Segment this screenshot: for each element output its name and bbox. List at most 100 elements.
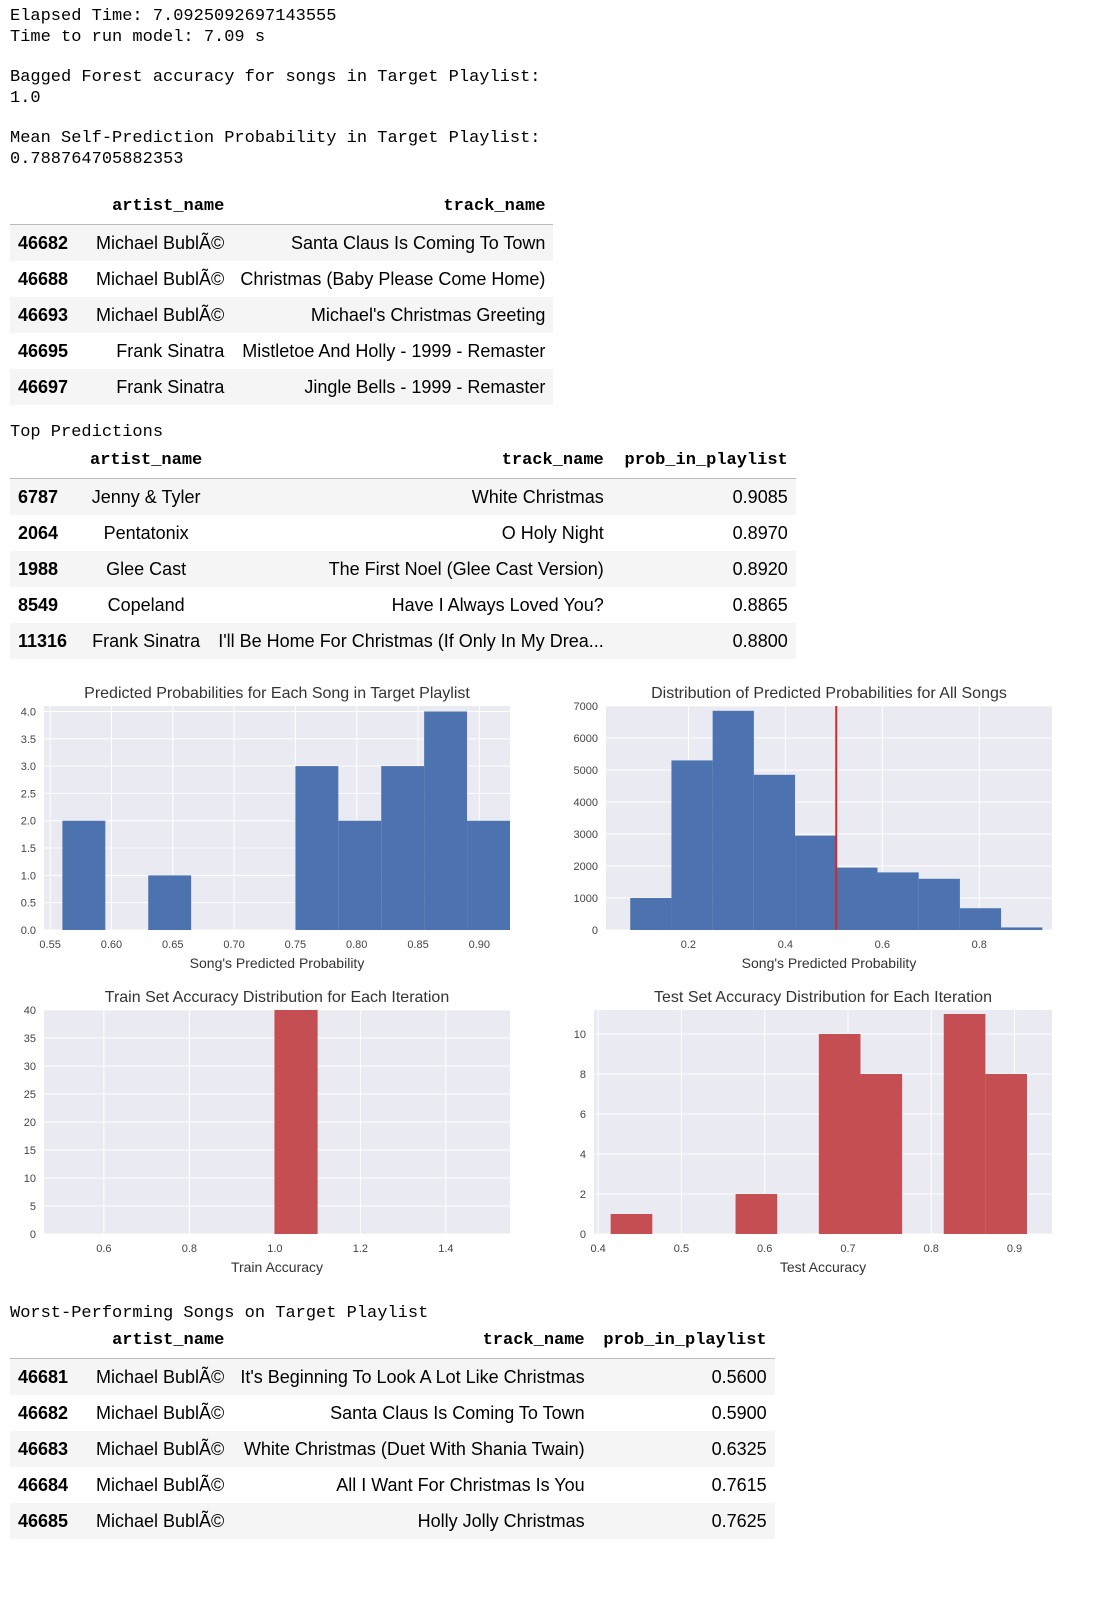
x-tick-label: 0.7 [840, 1243, 855, 1255]
artist-cell: Glee Cast [106, 558, 187, 579]
worst-songs-table: artist_name track_name prob_in_playlist … [10, 1322, 775, 1539]
elapsed-time-text: Elapsed Time: 7.0925092697143555 [10, 7, 337, 26]
x-tick-label: 0.5 [674, 1243, 689, 1255]
train-accuracy-histogram: 0 5 10 15 20 25 30 35 40 0.6 0.8 1.0 1.2 1.4 Train Set… [24, 989, 510, 1275]
y-tick-label: 3.0 [21, 761, 36, 773]
prob-cell: 0.8970 [732, 522, 788, 543]
x-tick-label: 0.90 [469, 939, 490, 951]
row-index: 8549 [18, 594, 59, 615]
chart-title: Test Set Accuracy Distribution for Each … [654, 989, 992, 1006]
artist-cell: Pentatonix [103, 522, 189, 543]
x-tick-label: 0.65 [162, 939, 183, 951]
x-tick-label: 1.4 [438, 1243, 453, 1255]
y-tick-label: 8 [580, 1069, 586, 1081]
y-tick-label: 10 [24, 1173, 36, 1185]
track-cell: Jingle Bells - 1999 - Remaster [304, 376, 546, 397]
track-cell: I'll Be Home For Christmas (If Only In M… [218, 630, 604, 651]
table-header-row: artist_name track_name prob_in_playlist [10, 1322, 775, 1359]
x-axis-label: Train Accuracy [231, 1259, 323, 1275]
x-tick-label: 0.8 [924, 1243, 939, 1255]
row-index: 6787 [18, 486, 59, 507]
histogram-bar [860, 1074, 903, 1234]
histogram-bar [1001, 927, 1043, 930]
y-tick-label: 6000 [574, 733, 598, 745]
bagged-accuracy-value: 1.0 [10, 89, 41, 108]
histogram-bar [735, 1194, 778, 1234]
row-index: 46681 [18, 1366, 69, 1387]
row-index: 46683 [18, 1438, 69, 1459]
histogram-bar [274, 1010, 318, 1234]
y-tick-label: 1.0 [21, 870, 36, 882]
y-tick-label: 1000 [574, 893, 598, 905]
artist-cell: Michael BublÃ© [96, 268, 225, 289]
artist-name-header: artist_name [88, 1322, 233, 1359]
histogram-bar [62, 820, 106, 930]
row-index: 46688 [18, 268, 69, 289]
y-tick-label: 0.5 [21, 898, 36, 910]
predicted-probabilities-target-histogram: 0.0 0.5 1.0 1.5 2.0 2.5 3.0 3.5 4.0 0.55 0.60 0.65 0… [21, 685, 510, 971]
table-row: 46682 Michael BublÃ© Santa Claus Is Coming… [10, 224, 554, 261]
x-tick-label: 0.8 [182, 1243, 197, 1255]
artist-name-header: artist_name [82, 442, 211, 479]
track-cell: Mistletoe And Holly - 1999 - Remaster [242, 340, 546, 361]
y-tick-label: 3.5 [21, 734, 36, 746]
prob-cell: 0.8865 [732, 594, 788, 615]
y-tick-label: 35 [24, 1033, 36, 1045]
histogram-bar [959, 908, 1002, 930]
mean-probability-label: Mean Self-Prediction Probability in Targ… [10, 129, 541, 148]
target-playlist-table: artist_name track_name 46682 Michael Bubl… [10, 188, 554, 405]
histogram-bar [818, 1034, 861, 1234]
track-cell: All I Want For Christmas Is You [336, 1474, 585, 1495]
table-row: 46682 Michael BublÃ© Santa Claus Is Coming… [10, 1395, 775, 1431]
artist-cell: Michael BublÃ© [96, 1366, 225, 1387]
y-tick-label: 40 [24, 1005, 36, 1017]
table-row: 46684 Michael BublÃ© All I Want For Christ… [10, 1467, 775, 1503]
top-predictions-heading: Top Predictions [10, 423, 164, 442]
y-tick-label: 4 [580, 1149, 586, 1161]
prob-cell: 0.8800 [732, 630, 788, 651]
x-tick-label: 0.70 [223, 939, 244, 951]
chart-title: Distribution of Predicted Probabilities … [651, 685, 1007, 702]
x-tick-label: 0.8 [972, 939, 987, 951]
row-index: 46685 [18, 1510, 69, 1531]
y-tick-label: 4000 [574, 797, 598, 809]
y-tick-label: 15 [24, 1145, 36, 1157]
y-tick-label: 4.0 [21, 706, 36, 718]
row-index: 46693 [18, 304, 69, 325]
x-tick-label: 0.75 [285, 939, 306, 951]
chart-title: Predicted Probabilities for Each Song in… [84, 685, 470, 702]
prob-cell: 0.7625 [711, 1510, 767, 1531]
artist-cell: Frank Sinatra [116, 340, 225, 361]
y-tick-label: 7000 [574, 701, 598, 713]
artist-cell: Michael BublÃ© [96, 1438, 225, 1459]
y-tick-label: 5 [30, 1201, 36, 1213]
index-header [10, 1322, 88, 1359]
histogram-bar [467, 820, 510, 930]
track-cell: White Christmas (Duet With Shania Twain) [243, 1438, 585, 1459]
x-axis-label: Song's Predicted Probability [190, 955, 365, 971]
y-tick-label: 1.5 [21, 843, 36, 855]
worst-songs-heading: Worst-Performing Songs on Target Playlis… [10, 1304, 429, 1323]
artist-cell: Frank Sinatra [92, 630, 201, 651]
histogram-bar [338, 820, 382, 930]
x-tick-label: 0.2 [681, 939, 696, 951]
artist-cell: Michael BublÃ© [96, 1474, 225, 1495]
y-tick-label: 0 [592, 925, 598, 937]
track-cell: White Christmas [471, 486, 604, 507]
histogram-bar [671, 760, 713, 930]
y-tick-label: 2 [580, 1189, 586, 1201]
table-header-row: artist_name track_name [10, 188, 554, 225]
top-predictions-table: artist_name track_name prob_in_playlist … [10, 442, 796, 659]
histogram-bar [424, 711, 468, 930]
histogram-bar [610, 1214, 653, 1234]
histogram-bar [836, 867, 878, 930]
run-time-text: Time to run model: 7.09 s [10, 28, 266, 47]
histogram-bar [943, 1014, 986, 1234]
prob-in-playlist-header: prob_in_playlist [611, 442, 796, 479]
artist-name-header: artist_name [88, 188, 233, 225]
index-header [10, 188, 88, 225]
artist-cell: Copeland [107, 594, 185, 615]
histogram-bar [630, 898, 672, 930]
track-cell: Michael's Christmas Greeting [310, 304, 546, 325]
artist-cell: Jenny & Tyler [91, 486, 201, 507]
